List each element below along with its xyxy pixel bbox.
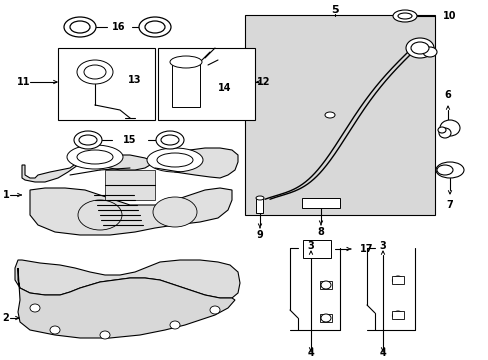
Ellipse shape <box>392 276 402 284</box>
Ellipse shape <box>139 17 171 37</box>
Ellipse shape <box>435 162 463 178</box>
Ellipse shape <box>74 131 102 149</box>
Ellipse shape <box>325 112 334 118</box>
Bar <box>256 198 263 213</box>
Text: 17: 17 <box>359 244 373 254</box>
Text: 7: 7 <box>446 200 452 210</box>
Text: 5: 5 <box>330 5 338 15</box>
Bar <box>302 198 339 208</box>
Text: 3: 3 <box>307 241 314 251</box>
Ellipse shape <box>147 148 203 172</box>
Ellipse shape <box>100 331 110 339</box>
Ellipse shape <box>156 131 183 149</box>
Text: 14: 14 <box>218 83 231 93</box>
Text: 16: 16 <box>112 22 125 32</box>
Text: 8: 8 <box>317 227 324 237</box>
Ellipse shape <box>438 128 450 138</box>
Text: 10: 10 <box>442 11 456 21</box>
Bar <box>158 48 254 120</box>
Ellipse shape <box>405 38 433 58</box>
Ellipse shape <box>153 197 197 227</box>
Ellipse shape <box>320 314 330 322</box>
Ellipse shape <box>70 21 90 33</box>
Ellipse shape <box>256 196 264 200</box>
Polygon shape <box>15 260 240 298</box>
Ellipse shape <box>50 326 60 334</box>
Ellipse shape <box>157 153 193 167</box>
Bar <box>105 170 155 200</box>
Text: 15: 15 <box>123 135 137 145</box>
Ellipse shape <box>170 56 202 68</box>
Bar <box>391 311 403 319</box>
Ellipse shape <box>392 10 416 22</box>
Polygon shape <box>22 148 238 182</box>
Bar <box>244 15 434 215</box>
Ellipse shape <box>209 306 220 314</box>
Ellipse shape <box>436 165 452 175</box>
Ellipse shape <box>320 281 330 289</box>
Text: 13: 13 <box>128 75 142 85</box>
Bar <box>58 48 155 120</box>
Ellipse shape <box>410 42 428 54</box>
Ellipse shape <box>84 65 106 79</box>
Ellipse shape <box>422 47 436 57</box>
Ellipse shape <box>437 127 445 133</box>
Ellipse shape <box>67 145 123 169</box>
Text: 9: 9 <box>256 230 263 240</box>
Bar <box>319 314 331 322</box>
Ellipse shape <box>161 135 179 145</box>
Ellipse shape <box>145 21 164 33</box>
Ellipse shape <box>170 321 180 329</box>
Polygon shape <box>18 268 235 338</box>
Text: 12: 12 <box>257 77 270 87</box>
Bar <box>303 240 330 258</box>
Polygon shape <box>30 188 231 235</box>
Ellipse shape <box>77 60 113 84</box>
Bar <box>319 281 331 289</box>
Bar <box>391 276 403 284</box>
Ellipse shape <box>392 311 402 319</box>
Ellipse shape <box>77 150 113 164</box>
Bar <box>172 62 200 107</box>
Text: 3: 3 <box>379 241 386 251</box>
Ellipse shape <box>439 120 459 136</box>
Ellipse shape <box>79 135 97 145</box>
Text: 11: 11 <box>17 77 31 87</box>
Text: 4: 4 <box>379 348 386 358</box>
Text: 1: 1 <box>2 190 9 200</box>
Text: 6: 6 <box>444 90 450 100</box>
Ellipse shape <box>78 200 122 230</box>
Text: 2: 2 <box>2 313 9 323</box>
Ellipse shape <box>30 304 40 312</box>
Ellipse shape <box>64 17 96 37</box>
Text: 4: 4 <box>307 348 314 358</box>
Ellipse shape <box>397 13 411 19</box>
